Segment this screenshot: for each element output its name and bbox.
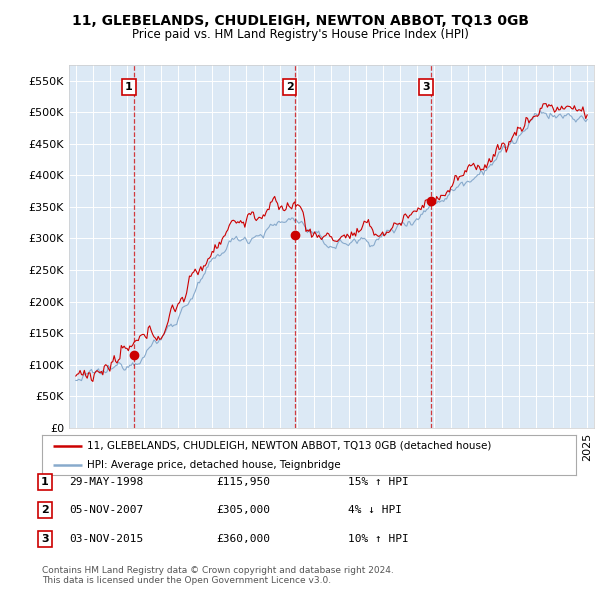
Text: 11, GLEBELANDS, CHUDLEIGH, NEWTON ABBOT, TQ13 0GB: 11, GLEBELANDS, CHUDLEIGH, NEWTON ABBOT,… — [71, 14, 529, 28]
Text: 3: 3 — [41, 534, 49, 543]
Text: 2: 2 — [41, 506, 49, 515]
Text: Price paid vs. HM Land Registry's House Price Index (HPI): Price paid vs. HM Land Registry's House … — [131, 28, 469, 41]
Text: £115,950: £115,950 — [216, 477, 270, 487]
Text: 1: 1 — [41, 477, 49, 487]
Text: 11, GLEBELANDS, CHUDLEIGH, NEWTON ABBOT, TQ13 0GB (detached house): 11, GLEBELANDS, CHUDLEIGH, NEWTON ABBOT,… — [88, 441, 492, 451]
Text: 10% ↑ HPI: 10% ↑ HPI — [348, 534, 409, 543]
Text: 4% ↓ HPI: 4% ↓ HPI — [348, 506, 402, 515]
Text: £360,000: £360,000 — [216, 534, 270, 543]
Text: 29-MAY-1998: 29-MAY-1998 — [69, 477, 143, 487]
Text: Contains HM Land Registry data © Crown copyright and database right 2024.
This d: Contains HM Land Registry data © Crown c… — [42, 566, 394, 585]
Text: 3: 3 — [422, 82, 430, 92]
Text: £305,000: £305,000 — [216, 506, 270, 515]
Text: 2: 2 — [286, 82, 293, 92]
Text: 15% ↑ HPI: 15% ↑ HPI — [348, 477, 409, 487]
Text: 1: 1 — [125, 82, 133, 92]
Text: 03-NOV-2015: 03-NOV-2015 — [69, 534, 143, 543]
Text: HPI: Average price, detached house, Teignbridge: HPI: Average price, detached house, Teig… — [88, 460, 341, 470]
Text: 05-NOV-2007: 05-NOV-2007 — [69, 506, 143, 515]
